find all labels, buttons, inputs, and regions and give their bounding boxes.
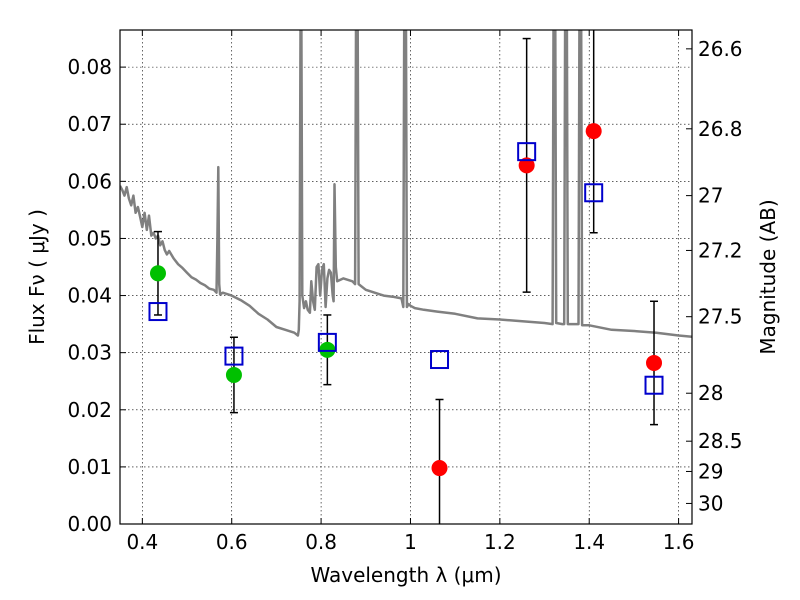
model-square (317, 332, 337, 352)
data-point (585, 123, 602, 140)
model-spectrum (120, 30, 692, 338)
spectrum-line (120, 30, 692, 338)
y2-tick-label: 27.2 (698, 238, 743, 262)
y-tick-label: 0.03 (67, 341, 112, 365)
data-point (431, 460, 448, 477)
data-point (149, 265, 166, 282)
y-axis-label: Flux Fν ( μJy ) (25, 209, 49, 345)
model-square (584, 183, 604, 203)
x-tick-label: 1.4 (573, 530, 605, 554)
y2-tick-label: 27 (698, 184, 723, 208)
x-tick-label: 1.6 (663, 530, 695, 554)
model-square (430, 350, 450, 370)
y-tick-label: 0.07 (67, 112, 112, 136)
y-axis-ticks: 0.00 0.01 0.02 0.03 0.04 0.05 0.06 0.07 0.08 (67, 55, 126, 536)
y2-axis-label: Magnitude (AB) (756, 199, 780, 354)
y2-tick-label: 28.5 (698, 429, 743, 453)
data-markers (148, 123, 664, 477)
x-axis-label: Wavelength λ (μm) (310, 563, 501, 587)
y2-tick-label: 29 (698, 459, 723, 483)
model-square (224, 346, 244, 366)
x-tick-label: 0.4 (126, 530, 158, 554)
y-tick-label: 0.01 (67, 455, 112, 479)
x-tick-label: 1.2 (484, 530, 516, 554)
y-tick-label: 0.02 (67, 398, 112, 422)
y-tick-label: 0.04 (67, 284, 112, 308)
y-tick-label: 0.06 (67, 169, 112, 193)
data-point (225, 366, 242, 383)
plot-frame (119, 29, 693, 525)
x-tick-label: 1 (404, 530, 417, 554)
y2-tick-label: 26.6 (698, 37, 743, 61)
y-tick-label: 0.08 (67, 55, 112, 79)
data-point (518, 157, 535, 174)
y-tick-label: 0.05 (67, 226, 112, 250)
data-point (319, 341, 336, 358)
y-tick-label: 0.00 (67, 512, 112, 536)
y2-tick-label: 30 (698, 491, 723, 515)
y2-tick-label: 28 (698, 381, 723, 405)
model-square (517, 142, 537, 162)
y2-tick-label: 27.5 (698, 305, 743, 329)
model-square (644, 375, 664, 395)
x-tick-label: 0.6 (216, 530, 248, 554)
y2-tick-label: 26.8 (698, 117, 743, 141)
x-axis-ticks: 0.4 0.6 0.8 1 1.2 1.4 1.6 (126, 30, 695, 554)
data-point (646, 354, 663, 371)
x-tick-label: 0.8 (305, 530, 337, 554)
model-square (148, 302, 168, 322)
y2-axis-ticks: 26.6 26.8 27 27.2 27.5 28 28.5 29 30 (686, 37, 743, 515)
